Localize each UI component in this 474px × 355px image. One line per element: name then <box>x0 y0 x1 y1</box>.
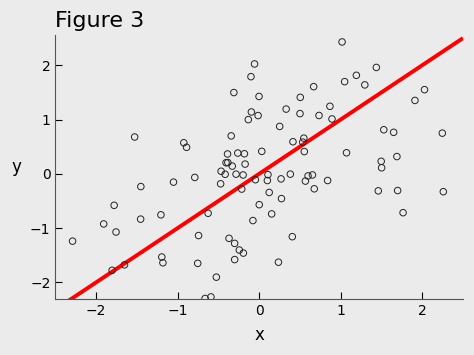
Text: Figure 3: Figure 3 <box>55 11 145 31</box>
Point <box>264 178 271 184</box>
Point <box>137 216 145 222</box>
Point <box>277 176 285 182</box>
Point <box>274 260 282 265</box>
Point <box>217 168 225 174</box>
Point <box>255 202 263 208</box>
Point <box>399 210 407 215</box>
Point <box>301 149 308 154</box>
Point <box>224 151 231 157</box>
Point <box>241 161 249 167</box>
Point <box>159 260 167 266</box>
X-axis label: x: x <box>254 326 264 344</box>
Point <box>304 173 312 179</box>
Point <box>296 111 304 116</box>
Point <box>390 130 397 135</box>
Point <box>258 148 265 154</box>
Point <box>394 188 401 193</box>
Point <box>170 179 177 185</box>
Point <box>283 106 290 112</box>
Point <box>310 84 318 89</box>
Point <box>297 94 304 100</box>
Point <box>411 98 419 103</box>
Point <box>241 151 248 157</box>
Point <box>252 177 259 182</box>
Point <box>239 172 247 178</box>
Point <box>341 79 348 84</box>
Point <box>204 211 212 216</box>
Point <box>315 113 323 118</box>
Point <box>326 103 334 109</box>
Point <box>207 294 215 300</box>
Point <box>276 124 283 129</box>
Point <box>137 184 145 190</box>
Point <box>278 196 285 201</box>
Point <box>289 234 296 240</box>
Point <box>180 140 188 146</box>
Point <box>251 61 258 67</box>
Point <box>438 130 446 136</box>
Point <box>378 165 385 171</box>
Point <box>191 175 199 180</box>
Point <box>231 241 238 246</box>
Point <box>131 134 138 140</box>
Point <box>110 202 118 208</box>
Point <box>239 250 247 256</box>
Point <box>112 229 120 235</box>
Point <box>221 171 229 177</box>
Point <box>328 116 336 122</box>
Point <box>183 144 191 150</box>
Point <box>194 261 201 266</box>
Point <box>361 82 369 88</box>
Point <box>232 171 240 177</box>
Point <box>380 127 388 133</box>
Point <box>158 254 165 260</box>
Point <box>217 181 224 187</box>
Point <box>374 188 382 194</box>
Point <box>234 150 242 156</box>
Point <box>377 158 385 164</box>
Point <box>301 178 309 184</box>
Point <box>100 221 108 227</box>
Point <box>228 133 235 139</box>
Point <box>353 72 360 78</box>
Point <box>265 190 273 195</box>
Point <box>201 296 209 301</box>
Point <box>247 74 255 80</box>
Point <box>289 139 297 144</box>
Point <box>195 233 202 239</box>
Point <box>310 186 318 192</box>
Point <box>300 135 308 141</box>
Point <box>324 178 331 183</box>
Point <box>109 267 116 273</box>
Point <box>238 186 246 192</box>
Point <box>343 150 350 155</box>
Point <box>338 39 346 45</box>
Point <box>225 235 233 241</box>
Point <box>268 211 275 217</box>
Point <box>231 257 238 262</box>
Point <box>69 238 76 244</box>
Point <box>249 218 257 223</box>
Point <box>439 189 447 195</box>
Point <box>421 87 428 93</box>
Point <box>264 172 272 178</box>
Point <box>157 212 165 218</box>
Point <box>373 65 380 70</box>
Point <box>245 117 252 122</box>
Point <box>255 113 262 119</box>
Point <box>255 94 263 99</box>
Point <box>121 262 128 268</box>
Point <box>393 154 401 159</box>
Point <box>287 171 294 177</box>
Point <box>236 247 243 253</box>
Point <box>309 172 316 178</box>
Point <box>247 109 255 115</box>
Point <box>222 160 230 165</box>
Point <box>230 90 237 95</box>
Point <box>224 160 232 165</box>
Y-axis label: y: y <box>11 158 21 176</box>
Point <box>212 274 220 280</box>
Point <box>228 163 236 169</box>
Point <box>299 139 307 145</box>
